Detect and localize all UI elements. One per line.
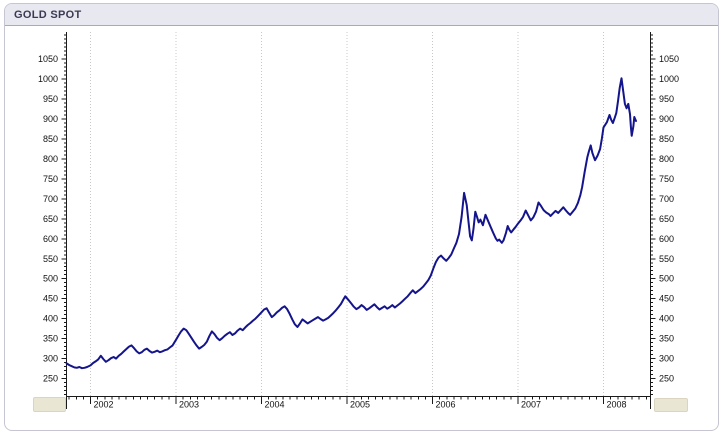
panel-title: GOLD SPOT [14, 8, 82, 21]
scrollbar-left-handle[interactable] [33, 397, 66, 412]
scrollbar-right-handle[interactable] [654, 398, 688, 412]
panel-header: GOLD SPOT [5, 4, 718, 26]
chart-panel: GOLD SPOT [4, 3, 719, 431]
